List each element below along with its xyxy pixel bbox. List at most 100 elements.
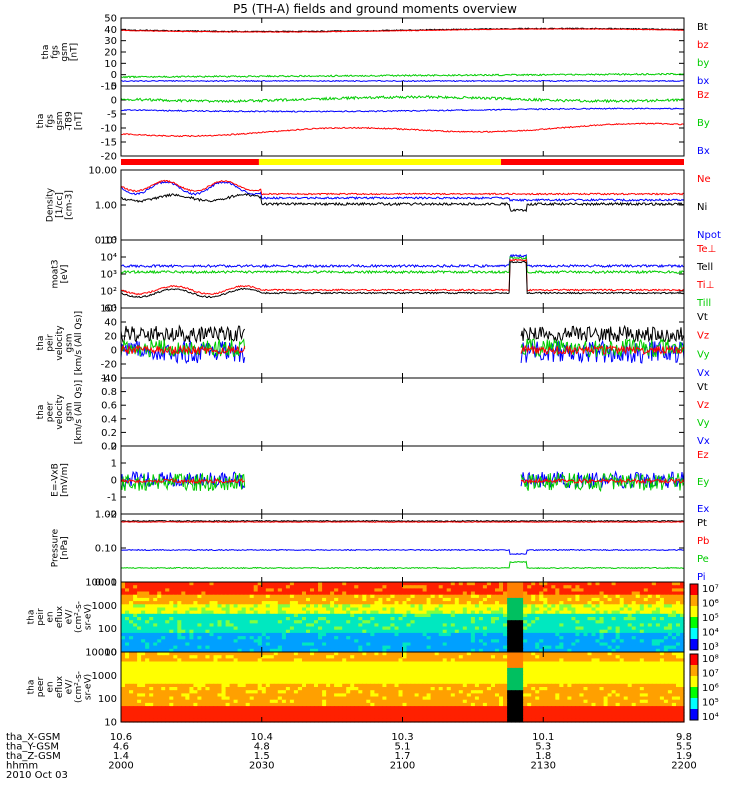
spectro-cell bbox=[382, 604, 388, 609]
spectro-cell bbox=[145, 664, 150, 669]
spectro-cell bbox=[233, 671, 239, 675]
spectro-cell bbox=[201, 687, 207, 691]
spectro-cell bbox=[129, 642, 134, 647]
spectro-cell bbox=[185, 585, 190, 589]
spectro-cell bbox=[241, 648, 247, 653]
spectro-cell bbox=[619, 680, 625, 685]
spectro-cell bbox=[507, 664, 512, 669]
spectro-cell bbox=[334, 655, 339, 659]
spectro-cell bbox=[406, 617, 412, 621]
spectro-cell bbox=[173, 601, 178, 605]
spectro-cell bbox=[446, 658, 452, 663]
spectro-cell bbox=[390, 642, 396, 647]
spectro-cell bbox=[519, 655, 524, 659]
spectro-cell bbox=[671, 639, 677, 644]
spectro-cell bbox=[543, 620, 548, 624]
spectro-cell bbox=[567, 632, 573, 637]
spectro-cell bbox=[269, 671, 275, 675]
spectro-cell bbox=[667, 674, 673, 679]
spectro-cell bbox=[289, 597, 295, 602]
spectro-cell bbox=[201, 671, 207, 675]
spectro-cell bbox=[611, 582, 617, 586]
spectro-cell bbox=[394, 661, 400, 666]
spectro-cell bbox=[366, 620, 371, 624]
spectro-cell bbox=[587, 683, 593, 688]
spectro-cell bbox=[157, 613, 162, 618]
spectro-cell bbox=[241, 604, 247, 609]
spectro-cell bbox=[185, 642, 190, 647]
spectro-cell bbox=[189, 661, 195, 666]
spectro-cell bbox=[531, 645, 536, 650]
spectro-cell bbox=[446, 636, 452, 640]
spectro-cell bbox=[635, 645, 641, 650]
spectro-cell bbox=[511, 601, 516, 605]
spectro-cell bbox=[647, 629, 653, 634]
spectro-cell bbox=[559, 588, 564, 593]
spectro-cell bbox=[334, 623, 339, 628]
spectro-cell bbox=[486, 597, 492, 602]
spectro-cell bbox=[454, 601, 460, 605]
spectro-cell bbox=[261, 658, 267, 663]
spectro-cell bbox=[229, 652, 235, 656]
spectro-cell bbox=[229, 658, 235, 663]
spectro-cell bbox=[676, 626, 681, 631]
spectro-cell bbox=[269, 604, 275, 609]
panel-ylabel: tha bbox=[36, 114, 46, 129]
spectro-cell bbox=[197, 683, 203, 688]
spectro-cell bbox=[261, 601, 267, 605]
spectro-cell bbox=[129, 617, 134, 621]
legend-entry: Pb bbox=[697, 536, 709, 547]
spectro-cell bbox=[607, 645, 613, 650]
spectro-cell bbox=[611, 648, 617, 653]
spectro-cell bbox=[342, 655, 347, 659]
spectro-cell bbox=[623, 588, 629, 593]
spectro-cell bbox=[149, 632, 154, 637]
spectro-cell bbox=[137, 620, 142, 624]
spectro-cell bbox=[466, 658, 472, 663]
spectro-cell bbox=[623, 617, 629, 621]
spectro-cell bbox=[209, 667, 215, 672]
spectro-cell bbox=[153, 617, 158, 621]
spectro-cell bbox=[157, 636, 162, 640]
spectro-cell bbox=[161, 582, 166, 586]
spectro-cell bbox=[366, 623, 371, 628]
spectro-cell bbox=[310, 597, 315, 602]
spectro-cell bbox=[458, 601, 464, 605]
spectro-cell bbox=[446, 671, 452, 675]
spectro-cell bbox=[269, 664, 275, 669]
spectro-cell bbox=[623, 667, 629, 672]
spectro-cell bbox=[418, 620, 424, 624]
spectro-cell bbox=[145, 591, 150, 596]
spectro-cell bbox=[551, 623, 556, 628]
spectro-cell bbox=[603, 639, 609, 644]
spectro-cell bbox=[543, 613, 548, 618]
spectro-cell bbox=[277, 594, 283, 599]
spectro-cell bbox=[330, 658, 335, 663]
spectro-cell bbox=[667, 642, 673, 647]
spectro-cell bbox=[515, 661, 520, 666]
spectro-cell bbox=[491, 664, 496, 669]
spectro-cell bbox=[667, 667, 673, 672]
spectro-cell bbox=[491, 655, 496, 659]
spectro-cell bbox=[418, 639, 424, 644]
spectro-cell bbox=[434, 667, 440, 672]
spectro-cell bbox=[165, 667, 170, 672]
spectro-cell bbox=[205, 639, 211, 644]
spectro-cell bbox=[418, 626, 424, 631]
spectro-cell bbox=[647, 620, 653, 624]
spectro-cell bbox=[189, 607, 195, 612]
y-tick-label: 10⁵ bbox=[100, 236, 117, 247]
spectro-cell bbox=[318, 610, 323, 615]
spectro-cell bbox=[145, 607, 150, 612]
spectro-cell bbox=[434, 620, 440, 624]
spectro-cell bbox=[169, 648, 174, 653]
spectro-cell bbox=[442, 677, 448, 682]
spectro-cell bbox=[535, 617, 540, 621]
spectro-cell bbox=[623, 671, 629, 675]
spectro-cell bbox=[571, 585, 577, 589]
spectro-cell bbox=[358, 591, 363, 596]
spectro-cell bbox=[374, 597, 380, 602]
spectro-cell bbox=[326, 632, 331, 637]
spectro-cell bbox=[350, 601, 355, 605]
spectro-cell bbox=[611, 664, 617, 669]
